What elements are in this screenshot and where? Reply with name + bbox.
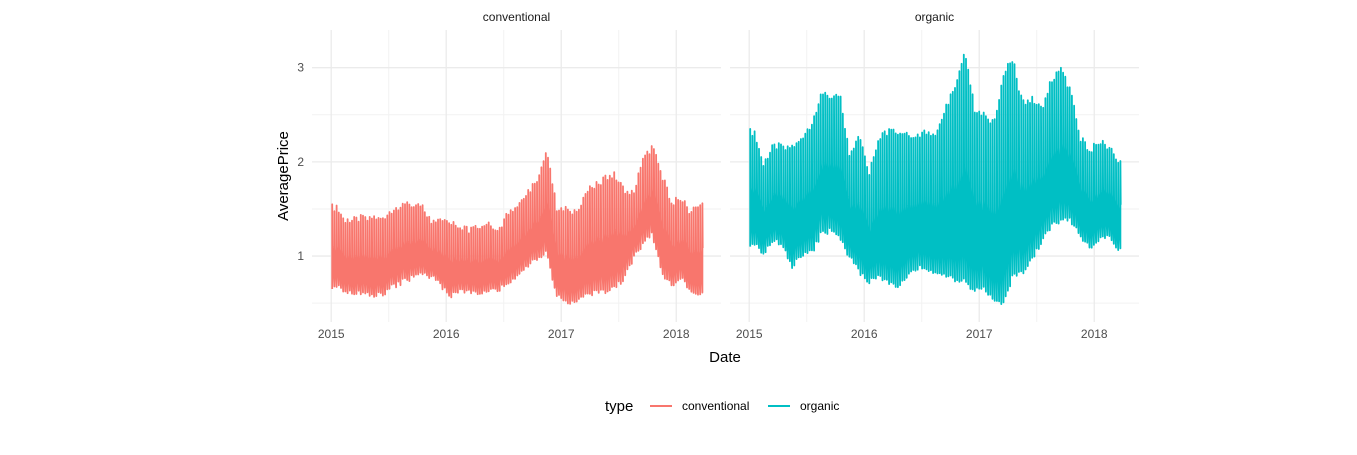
legend-label-conventional: conventional: [682, 399, 749, 413]
x-tick-label: 2015: [736, 327, 763, 341]
legend-label-organic: organic: [800, 399, 839, 413]
x-axis-title: Date: [709, 349, 741, 366]
x-tick-label: 2018: [1081, 327, 1108, 341]
facet-label-organic: organic: [915, 10, 954, 24]
y-axis-title: AveragePrice: [275, 131, 292, 221]
x-tick-label: 2018: [663, 327, 690, 341]
legend-title: type: [605, 398, 633, 415]
series-line-organic: [749, 53, 1122, 305]
panel-conventional: conventional 2015 2016 2017 2018 1 2 3: [297, 10, 721, 341]
panel-organic: organic 2015 2016 2017 2018: [730, 10, 1139, 341]
facet-label-conventional: conventional: [483, 10, 550, 24]
legend: type conventional organic: [605, 398, 839, 415]
x-tick-label: 2016: [851, 327, 878, 341]
x-tick-label: 2016: [433, 327, 460, 341]
y-tick-label: 2: [297, 155, 304, 169]
y-tick-label: 3: [297, 61, 304, 75]
x-tick-label: 2017: [966, 327, 993, 341]
x-tick-label: 2017: [548, 327, 575, 341]
series-line-conventional: [331, 145, 704, 305]
y-tick-label: 1: [297, 249, 304, 263]
x-tick-label: 2015: [318, 327, 345, 341]
